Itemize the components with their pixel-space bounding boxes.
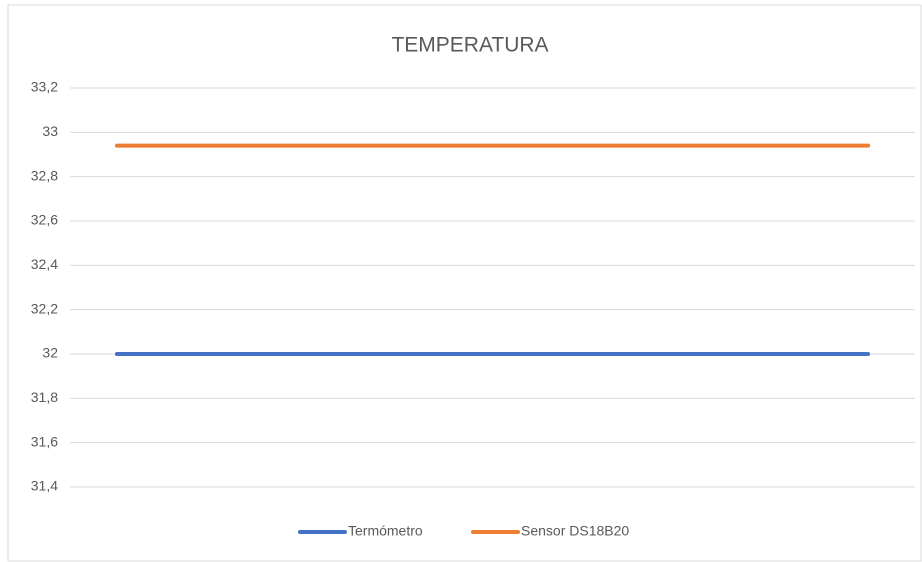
chart-border	[7, 4, 922, 562]
y-tick-label: 32,8	[31, 167, 58, 183]
y-tick-label: 33	[42, 123, 58, 139]
y-tick-label: 32,2	[31, 300, 58, 316]
y-tick-label: 32,4	[31, 256, 58, 272]
legend-label: Sensor DS18B20	[521, 523, 629, 539]
chart-title: TEMPERATURA	[391, 34, 548, 57]
y-tick-label: 31,4	[31, 478, 58, 494]
y-tick-label: 33,2	[31, 79, 58, 95]
y-tick-label: 31,6	[31, 433, 58, 449]
y-tick-label: 32	[42, 345, 58, 361]
y-tick-label: 31,8	[31, 389, 58, 405]
y-tick-label: 32,6	[31, 212, 58, 228]
legend-label: Termómetro	[348, 523, 423, 539]
